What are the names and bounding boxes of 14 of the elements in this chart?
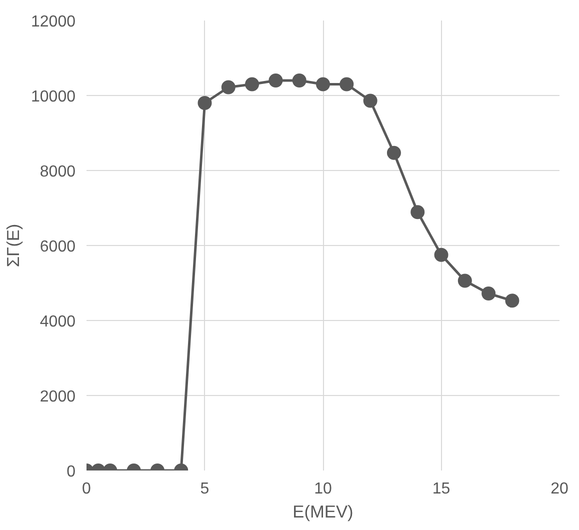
x-tick-label: 20 — [550, 480, 568, 498]
y-tick-label: 4000 — [40, 314, 76, 330]
x-tick-label: 15 — [432, 480, 450, 498]
x-tick-label: 10 — [314, 480, 332, 498]
x-tick-label: 5 — [200, 480, 210, 498]
y-axis-title: ΣΓ(E) — [3, 224, 24, 268]
x-axis-title: E(MEV) — [292, 502, 354, 522]
x-tick-label: 0 — [82, 480, 92, 498]
y-tick-label: 12000 — [31, 14, 76, 30]
y-tick-label: 6000 — [40, 238, 76, 256]
y-tick-label: 2000 — [40, 388, 76, 406]
y-tick-label: 0 — [66, 464, 76, 480]
y-tick-label: 8000 — [40, 164, 76, 180]
y-tick-label: 10000 — [31, 88, 76, 106]
